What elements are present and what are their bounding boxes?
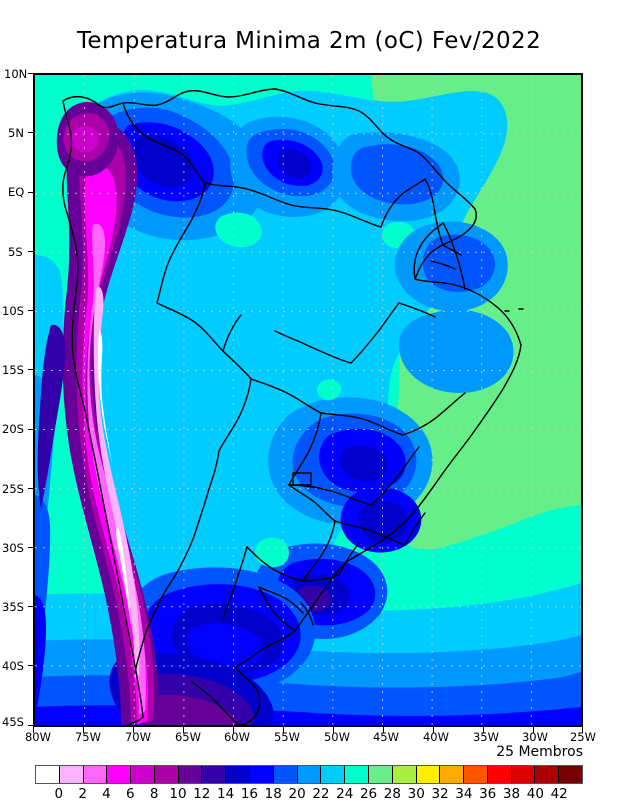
y-tick — [28, 488, 34, 489]
color-swatch-1 — [59, 766, 84, 783]
x-tick — [433, 727, 434, 733]
color-bar-tick-36: 36 — [479, 786, 497, 802]
color-bar-tick-26: 26 — [359, 786, 378, 802]
color-swatch-2 — [83, 766, 108, 783]
y-tick — [28, 665, 34, 666]
x-axis-label-60W: 60W — [223, 730, 250, 744]
color-swatch-14 — [368, 766, 393, 783]
color-bar-tick-labels: 0 2 4 6 8 10 12 14 16 18 20 22 24 26 28 30 32 34 36 38 40 42 — [35, 786, 583, 802]
color-bar-tick-2: 2 — [78, 786, 87, 802]
page-title: Temperatura Minima 2m (oC) Fev/2022 — [76, 28, 542, 54]
x-tick — [383, 727, 384, 733]
color-swatch-7 — [202, 766, 227, 783]
x-axis-label-65W: 65W — [174, 730, 201, 744]
color-swatch-4 — [131, 766, 155, 783]
x-axis-label-45W: 45W — [372, 730, 399, 744]
color-swatch-19 — [487, 766, 512, 783]
map-plot-area[interactable] — [33, 73, 583, 727]
color-bar-tick-34: 34 — [455, 786, 473, 802]
color-bar — [35, 765, 583, 784]
x-tick — [233, 727, 234, 733]
y-tick — [28, 132, 34, 133]
x-axis-label-75W: 75W — [74, 730, 101, 744]
color-swatch-16 — [416, 766, 441, 783]
color-swatch-11 — [297, 766, 322, 783]
color-bar-tick-14: 14 — [217, 786, 235, 802]
color-swatch-0 — [36, 766, 60, 783]
y-tick — [28, 251, 34, 252]
color-swatch-13 — [345, 766, 369, 783]
x-axis-label-80W: 80W — [24, 730, 51, 744]
color-swatch-22 — [559, 766, 582, 783]
color-swatch-12 — [321, 766, 346, 783]
color-bar-tick-32: 32 — [431, 786, 449, 802]
x-tick — [483, 727, 484, 733]
x-axis-label-30W: 30W — [521, 730, 548, 744]
color-swatch-9 — [250, 766, 274, 783]
color-swatch-15 — [392, 766, 417, 783]
color-bar-tick-0: 0 — [54, 786, 64, 802]
x-axis-label-40W: 40W — [422, 730, 449, 744]
color-bar-tick-30: 30 — [407, 786, 425, 802]
x-tick — [533, 727, 534, 733]
color-bar-tick-16: 16 — [240, 786, 259, 802]
x-axis-label-70W: 70W — [124, 730, 151, 744]
color-bar-tick-24: 24 — [336, 786, 354, 802]
color-bar-tick-40: 40 — [526, 786, 544, 802]
x-tick — [83, 727, 84, 733]
x-axis-label-25W: 25W — [569, 730, 596, 744]
members-label: 25 Membros — [496, 744, 583, 760]
x-tick — [333, 727, 334, 733]
color-swatch-20 — [511, 766, 536, 783]
y-tick — [28, 192, 34, 193]
color-bar-tick-18: 18 — [264, 786, 282, 802]
x-tick — [283, 727, 284, 733]
y-tick — [28, 547, 34, 548]
color-swatch-8 — [226, 766, 251, 783]
color-bar-tick-8: 8 — [149, 786, 159, 802]
color-swatch-18 — [464, 766, 488, 783]
color-swatch-21 — [535, 766, 560, 783]
x-tick — [582, 727, 583, 733]
color-bar-tick-28: 28 — [383, 786, 401, 802]
color-swatch-3 — [107, 766, 132, 783]
color-bar-tick-6: 6 — [126, 786, 135, 802]
y-tick — [28, 725, 34, 726]
x-tick — [133, 727, 134, 733]
color-swatch-10 — [273, 766, 298, 783]
x-tick — [33, 727, 34, 733]
y-tick — [28, 369, 34, 370]
color-swatch-5 — [154, 766, 179, 783]
color-bar-tick-4: 4 — [102, 786, 111, 802]
y-tick — [28, 73, 34, 74]
color-bar-tick-10: 10 — [169, 786, 187, 802]
color-swatch-17 — [440, 766, 465, 783]
y-tick — [28, 310, 34, 311]
color-bar-tick-42: 42 — [550, 786, 568, 802]
color-bar-tick-12: 12 — [193, 786, 211, 802]
y-tick — [28, 606, 34, 607]
x-axis-label-35W: 35W — [472, 730, 499, 744]
color-bar-tick-22: 22 — [312, 786, 330, 802]
x-tick — [183, 727, 184, 733]
x-axis-label-55W: 55W — [273, 730, 300, 744]
temperature-field — [35, 75, 581, 725]
x-axis-label-50W: 50W — [323, 730, 350, 744]
color-bar-tick-20: 20 — [288, 786, 306, 802]
color-bar-tick-38: 38 — [502, 786, 521, 802]
color-swatch-6 — [178, 766, 203, 783]
y-tick — [28, 429, 34, 430]
